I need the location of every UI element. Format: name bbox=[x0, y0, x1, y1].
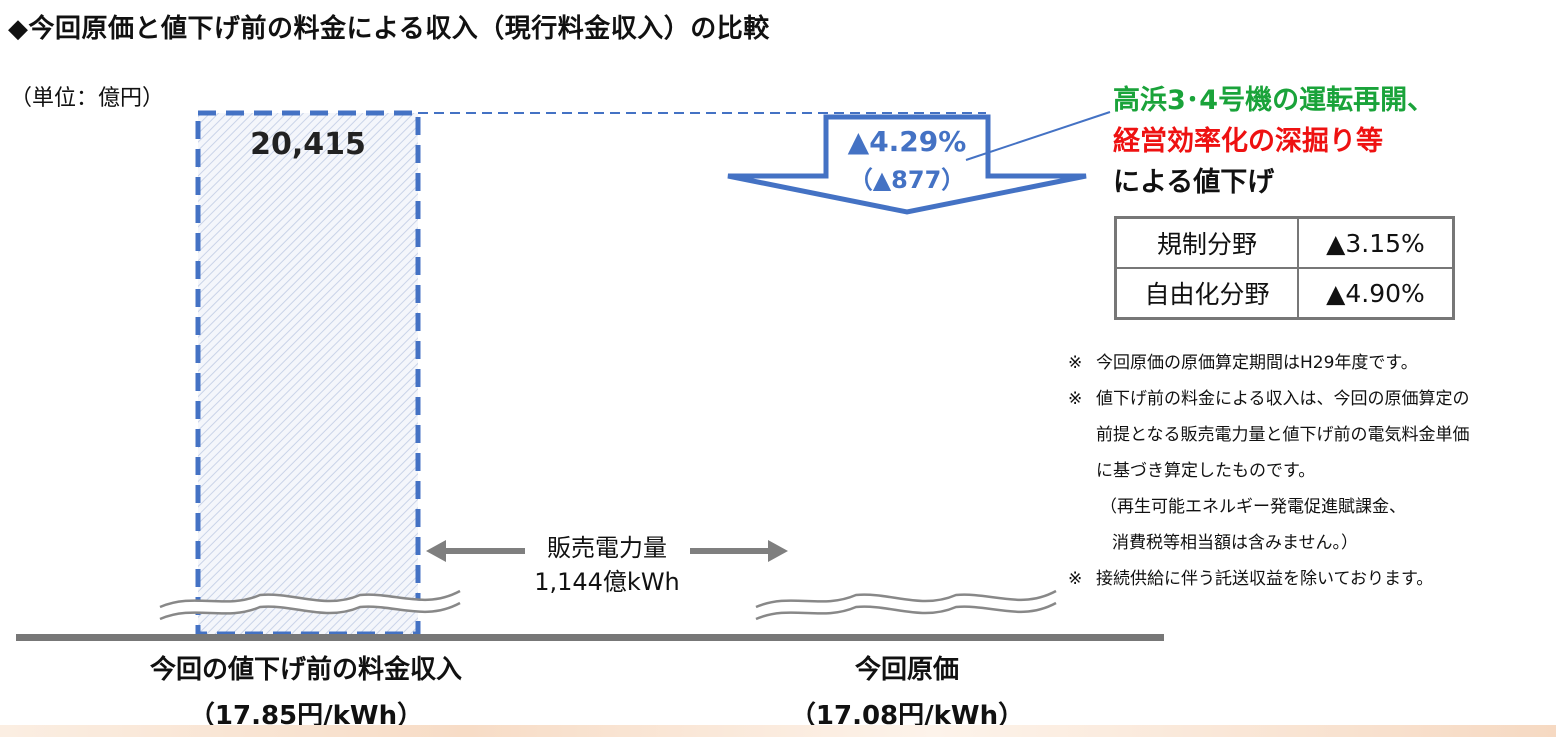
note-item: ※ 今回原価の原価算定期間はH29年度です。 bbox=[1068, 345, 1548, 381]
x-axis-baseline bbox=[16, 634, 1164, 641]
sales-arrow-left-head bbox=[426, 540, 446, 562]
sales-arrow-right-head bbox=[768, 540, 788, 562]
axis-break-left-upper bbox=[159, 589, 461, 609]
note-mark: ※ bbox=[1068, 569, 1083, 589]
reduction-reason-callout: 高浜3･4号機の運転再開、 経営効率化の深掘り等 による値下げ bbox=[1113, 80, 1434, 203]
breakdown-value: ▲3.15% bbox=[1297, 216, 1455, 269]
sales-volume-label: 販売電力量 bbox=[547, 534, 667, 562]
difference-amount-label: （▲877） bbox=[849, 166, 966, 194]
breakdown-table: 規制分野 ▲3.15% 自由化分野 ▲4.90% bbox=[1114, 216, 1455, 320]
table-row: 規制分野 ▲3.15% bbox=[1114, 216, 1455, 269]
page-title: ◆今回原価と値下げ前の料金による収入（現行料金収入）の比較 bbox=[8, 14, 770, 44]
note-text: 接続供給に伴う託送収益を除いております。 bbox=[1096, 569, 1434, 589]
note-item: ※ 接続供給に伴う託送収益を除いております。 bbox=[1068, 561, 1548, 597]
callout-line-1: 高浜3･4号機の運転再開、 bbox=[1113, 85, 1435, 116]
bar-previous-revenue bbox=[195, 110, 421, 637]
callout-line-2: 経営効率化の深掘り等 bbox=[1113, 126, 1383, 157]
axis-break-right-gap bbox=[754, 592, 1059, 618]
category-name: 今回原価 bbox=[854, 655, 959, 685]
breakdown-label: 自由化分野 bbox=[1114, 267, 1299, 320]
note-mark: ※ bbox=[1068, 353, 1083, 373]
breakdown-value: ▲4.90% bbox=[1297, 267, 1455, 320]
note-text: に基づき算定したものです。 bbox=[1096, 461, 1316, 481]
note-text: （再生可能エネルギー発電促進賦課金、 bbox=[1100, 497, 1406, 517]
axis-break-right-upper bbox=[755, 589, 1057, 609]
sales-volume-value: 1,144億kWh bbox=[534, 568, 680, 596]
footer-decoration bbox=[0, 725, 1556, 737]
note-mark: ※ bbox=[1068, 389, 1083, 409]
note-text: 値下げ前の料金による収入は、今回の原価算定の bbox=[1096, 389, 1470, 409]
callout-line-3: による値下げ bbox=[1113, 167, 1275, 198]
axis-break-left-lower bbox=[159, 601, 461, 621]
unit-label: （単位：億円） bbox=[10, 86, 165, 111]
breakdown-label: 規制分野 bbox=[1114, 216, 1299, 269]
note-text: 消費税等相当額は含みません。） bbox=[1112, 533, 1358, 553]
notes: ※ 今回原価の原価算定期間はH29年度です。 ※ 値下げ前の料金による収入は、今… bbox=[1068, 345, 1548, 597]
difference-percent-label: ▲4.29% bbox=[848, 125, 967, 158]
callout-connector bbox=[965, 111, 1111, 161]
category-name: 今回の値下げ前の料金収入 bbox=[149, 655, 462, 685]
axis-break-right-lower bbox=[755, 601, 1057, 621]
table-row: 自由化分野 ▲4.90% bbox=[1114, 267, 1455, 320]
axis-break-left-gap bbox=[158, 592, 463, 618]
difference-arrow bbox=[727, 114, 1087, 215]
data-label-previous: 20,415 bbox=[250, 127, 366, 162]
note-text: 前提となる販売電力量と値下げ前の電気料金単価 bbox=[1096, 425, 1470, 445]
note-text: 今回原価の原価算定期間はH29年度です。 bbox=[1096, 353, 1418, 373]
note-item: ※ 値下げ前の料金による収入は、今回の原価算定の 前提となる販売電力量と値下げ前… bbox=[1068, 381, 1548, 561]
